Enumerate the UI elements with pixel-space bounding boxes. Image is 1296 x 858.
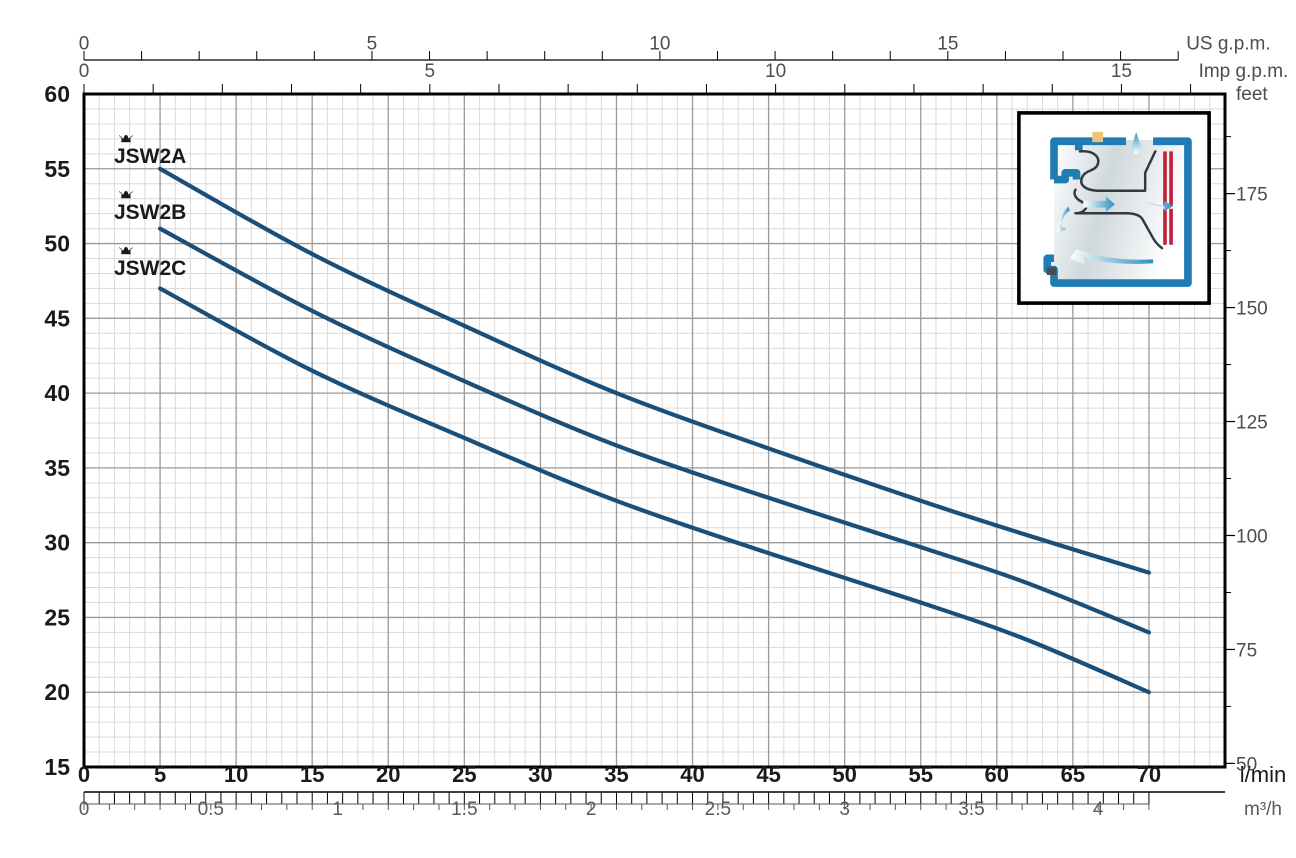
svg-text:10: 10 [224,762,248,787]
svg-text:65: 65 [1061,762,1085,787]
svg-text:50: 50 [832,762,856,787]
svg-text:125: 125 [1236,413,1268,434]
svg-text:5: 5 [367,34,378,55]
svg-text:20: 20 [376,762,400,787]
svg-text:0: 0 [79,61,90,82]
svg-text:15: 15 [44,754,70,780]
svg-text:150: 150 [1236,299,1268,320]
svg-text:30: 30 [44,530,70,556]
svg-text:55: 55 [44,156,70,182]
svg-text:JSW2A: JSW2A [114,145,186,168]
svg-text:35: 35 [44,455,70,481]
svg-text:45: 45 [756,762,780,787]
svg-text:60: 60 [44,81,70,107]
svg-text:35: 35 [604,762,628,787]
svg-text:5: 5 [425,61,436,82]
svg-text:0: 0 [79,34,90,55]
svg-text:JSW2C: JSW2C [114,257,186,280]
svg-text:175: 175 [1236,185,1268,206]
svg-text:5: 5 [154,762,166,787]
svg-text:15: 15 [1111,61,1132,82]
svg-text:JSW2B: JSW2B [114,201,186,224]
svg-text:45: 45 [44,305,70,331]
svg-text:25: 25 [44,604,70,630]
svg-text:50: 50 [44,231,70,257]
svg-text:10: 10 [649,34,670,55]
svg-text:70: 70 [1137,762,1161,787]
svg-text:30: 30 [528,762,552,787]
svg-text:75: 75 [1236,640,1257,661]
svg-text:20: 20 [44,679,70,705]
svg-text:40: 40 [680,762,704,787]
svg-text:25: 25 [452,762,476,787]
svg-text:15: 15 [300,762,324,787]
svg-text:US g.p.m.: US g.p.m. [1186,34,1270,55]
svg-text:40: 40 [44,380,70,406]
svg-text:m³/h: m³/h [1244,799,1282,820]
svg-text:15: 15 [937,34,958,55]
svg-text:50: 50 [1236,754,1257,775]
svg-text:60: 60 [985,762,1009,787]
svg-text:0: 0 [78,762,90,787]
svg-text:feet: feet [1236,84,1268,105]
svg-text:10: 10 [765,61,786,82]
svg-text:Imp g.p.m.: Imp g.p.m. [1199,61,1289,82]
svg-text:55: 55 [908,762,932,787]
svg-text:100: 100 [1236,526,1268,547]
